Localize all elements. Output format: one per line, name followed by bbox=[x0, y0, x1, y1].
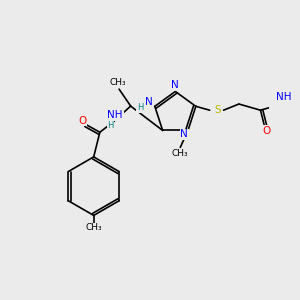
Text: CH₃: CH₃ bbox=[109, 79, 126, 88]
Text: NH: NH bbox=[107, 110, 123, 120]
Text: N: N bbox=[171, 80, 179, 90]
Text: N: N bbox=[145, 98, 152, 107]
Text: S: S bbox=[214, 105, 221, 115]
Text: H: H bbox=[137, 103, 143, 112]
Text: CH₃: CH₃ bbox=[172, 149, 189, 158]
Text: CH₃: CH₃ bbox=[85, 223, 102, 232]
Text: N: N bbox=[180, 129, 188, 139]
Text: O: O bbox=[78, 116, 86, 126]
Text: O: O bbox=[262, 126, 271, 136]
Text: NH: NH bbox=[276, 92, 291, 102]
Text: H: H bbox=[107, 121, 114, 130]
